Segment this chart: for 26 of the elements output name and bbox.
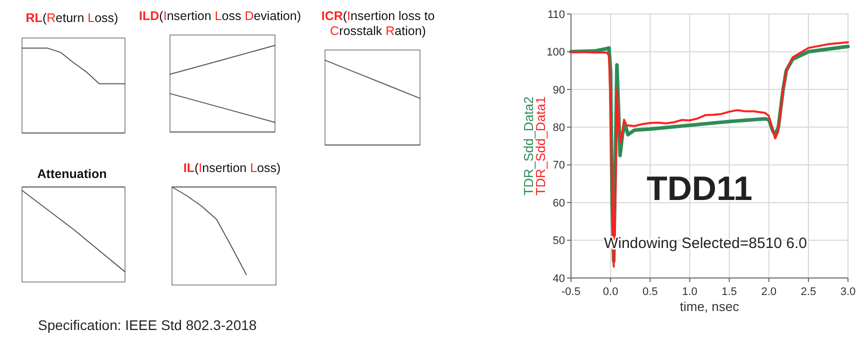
text: TDR_Sdd_Data2 [521,96,536,196]
x-tick-label: 0.5 [642,286,658,298]
x-tick-label: 2.5 [800,286,816,298]
x-tick-label: 1.0 [682,286,698,298]
chart-title: RL(Return Loss) [26,11,118,25]
annotation: TDD11 [646,170,752,208]
y-tick-label: 40 [552,272,565,285]
text: TDR_Sdd_Data1 [533,96,548,196]
y-tick-label: 70 [552,160,565,172]
text: Specification: IEEE Std 802.3-2018 [38,317,257,333]
y-tick-label: 90 [552,84,565,96]
x-tick-label: 2.0 [761,286,777,298]
chart-title: IL(Insertion Loss) [183,161,281,175]
y-tick-label: 100 [546,46,565,59]
chart-title: ILD(Insertion Loss Deviation) [139,9,301,23]
y-tick-label: 50 [552,235,565,248]
x-tick-label: 0.0 [602,286,618,298]
x-tick-label: 1.5 [722,286,737,298]
chart-title: Attenuation [37,167,107,181]
x-tick-label: -0.5 [562,286,580,298]
x-tick-label: 3.0 [840,286,856,298]
y-tick-label: 80 [552,122,565,134]
chart-title: ICR(Insertion loss to Crosstalk Ration) [321,9,435,38]
y-tick-label: 60 [552,197,565,210]
y-tick-label: 110 [547,8,565,21]
x-axis-title: time, nsec [680,299,740,314]
